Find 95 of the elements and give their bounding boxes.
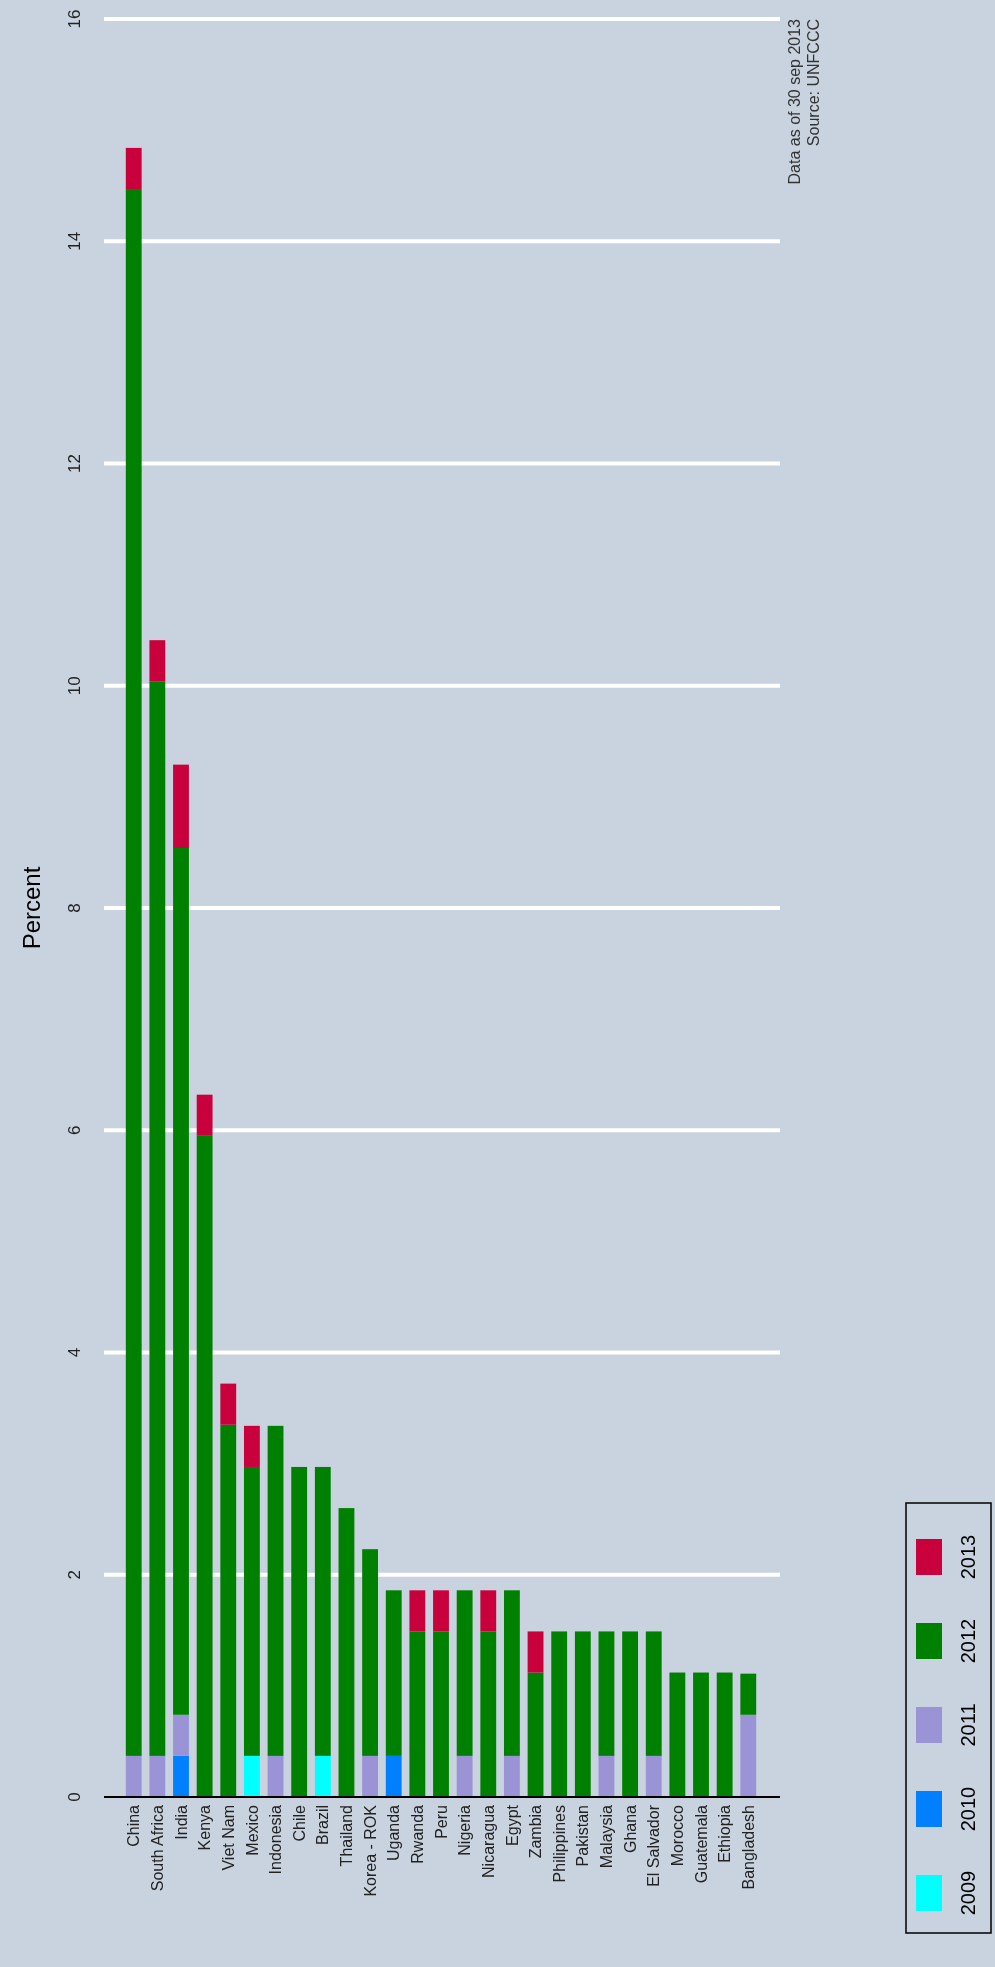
bar xyxy=(314,1466,331,1756)
x-tick-label: Bangladesh xyxy=(739,1805,757,1890)
bar xyxy=(125,147,142,190)
x-tick-label: Philippines xyxy=(550,1805,568,1883)
bar xyxy=(433,1590,449,1632)
legend-label: 2013 xyxy=(957,1534,979,1580)
source-note: Source: UNFCCC xyxy=(804,19,822,147)
bar xyxy=(480,1590,497,1632)
bar xyxy=(196,1135,213,1797)
bar xyxy=(314,1755,331,1797)
y-tick-label: 6 xyxy=(64,1125,84,1135)
bar xyxy=(385,1590,402,1756)
x-tick-label: Morocco xyxy=(668,1804,686,1867)
x-tick-label: China xyxy=(125,1804,143,1847)
x-tick-label: Egypt xyxy=(503,1804,521,1846)
x-tick-label: Pakistan xyxy=(574,1805,592,1867)
x-tick-label: Thailand xyxy=(338,1805,356,1867)
bar xyxy=(456,1590,473,1756)
x-tick-label: Kenya xyxy=(196,1804,214,1851)
bar xyxy=(503,1755,520,1797)
x-tick-label: Nicaragua xyxy=(479,1804,497,1878)
x-tick-label: Uganda xyxy=(385,1804,403,1862)
bar xyxy=(173,1714,189,1756)
bar xyxy=(149,640,166,682)
y-tick-label: 4 xyxy=(64,1347,84,1358)
x-tick-label: Ethiopia xyxy=(716,1804,734,1863)
x-tick-label: Malaysia xyxy=(598,1804,616,1869)
x-tick-label: Nigeria xyxy=(456,1804,474,1856)
bar xyxy=(574,1631,591,1797)
legend-label: 2011 xyxy=(957,1703,979,1747)
bar xyxy=(740,1714,757,1797)
y-tick-label: 2 xyxy=(64,1570,84,1580)
x-tick-label: Chile xyxy=(290,1804,308,1842)
x-tick-label: South Africa xyxy=(148,1804,166,1892)
y-axis-title: Percent xyxy=(18,866,46,950)
text: Data as of 30 sep 2013 xyxy=(785,18,803,185)
y-tick-label: 8 xyxy=(64,903,84,913)
bar xyxy=(267,1425,284,1756)
bar xyxy=(125,1755,142,1797)
y-tick-label: 16 xyxy=(64,9,84,29)
bar xyxy=(196,1094,213,1136)
legend-label: 2010 xyxy=(957,1786,979,1832)
bar xyxy=(669,1672,686,1797)
bar xyxy=(527,1672,544,1797)
bar xyxy=(551,1631,568,1797)
bar xyxy=(220,1424,237,1797)
x-tick-label: Ghana xyxy=(621,1804,639,1854)
bar xyxy=(243,1466,260,1756)
bar xyxy=(598,1631,615,1756)
bar xyxy=(243,1755,260,1797)
bar xyxy=(267,1755,284,1797)
bar xyxy=(645,1755,662,1797)
bar xyxy=(173,847,189,1715)
bar xyxy=(409,1631,426,1797)
bar xyxy=(598,1755,615,1797)
bar xyxy=(173,764,189,848)
bar xyxy=(149,681,166,1756)
bar xyxy=(243,1425,260,1467)
x-tick-label: El Salvador xyxy=(645,1804,663,1887)
x-tick-label: Viet Nam xyxy=(219,1805,237,1871)
y-tick-label: 10 xyxy=(64,676,84,696)
x-tick-label: Mexico xyxy=(243,1804,261,1856)
x-tick-label: Korea - ROK xyxy=(361,1804,379,1897)
bar xyxy=(220,1383,237,1425)
x-tick-label: Peru xyxy=(432,1805,450,1839)
x-tick-label: Indonesia xyxy=(267,1804,285,1875)
y-tick-label: 12 xyxy=(64,454,84,473)
x-tick-label: Rwanda xyxy=(408,1804,426,1864)
x-tick-label: Brazil xyxy=(314,1805,332,1846)
bar xyxy=(480,1631,497,1797)
bar xyxy=(693,1672,709,1797)
bar xyxy=(503,1590,520,1756)
x-tick-label: India xyxy=(172,1804,190,1840)
bar xyxy=(149,1755,166,1797)
bar xyxy=(716,1672,733,1797)
bar xyxy=(173,1755,189,1797)
legend-label: 2009 xyxy=(957,1870,979,1916)
bar xyxy=(527,1631,544,1673)
bar xyxy=(645,1631,662,1756)
x-tick-label: Guatemala xyxy=(692,1804,710,1884)
bar xyxy=(362,1549,379,1756)
legend-label: 2012 xyxy=(957,1618,979,1664)
bar xyxy=(338,1508,355,1797)
y-tick-label: 0 xyxy=(64,1792,84,1802)
bar xyxy=(740,1673,757,1715)
y-tick-label: 14 xyxy=(64,231,84,251)
bar xyxy=(385,1755,402,1797)
bar xyxy=(125,189,142,1756)
bar xyxy=(409,1590,426,1632)
bar xyxy=(291,1466,308,1797)
bar xyxy=(456,1755,473,1797)
x-tick-label: Zambia xyxy=(527,1804,545,1859)
bar xyxy=(362,1755,379,1797)
bar xyxy=(433,1631,449,1797)
bar xyxy=(622,1631,639,1797)
